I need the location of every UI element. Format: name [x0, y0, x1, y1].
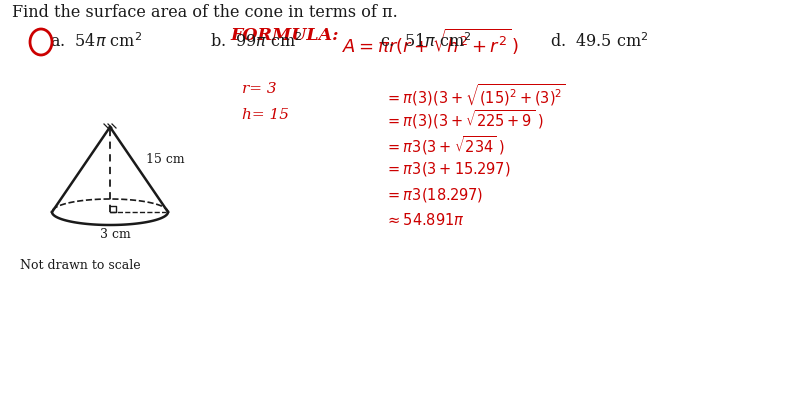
Text: h= 15: h= 15: [242, 108, 289, 122]
Text: c.  51$\pi$ cm$^2$: c. 51$\pi$ cm$^2$: [380, 33, 471, 51]
Text: $\approx 54.891\pi$: $\approx 54.891\pi$: [385, 212, 465, 228]
Text: a.  54$\pi$ cm$^2$: a. 54$\pi$ cm$^2$: [50, 33, 142, 51]
Text: $= \pi3(3+15.297)$: $= \pi3(3+15.297)$: [385, 160, 510, 178]
Text: Find the surface area of the cone in terms of π.: Find the surface area of the cone in ter…: [12, 4, 398, 21]
Text: 15 cm: 15 cm: [146, 153, 185, 166]
Text: r= 3: r= 3: [242, 82, 277, 96]
Text: $= \pi(3)(3+\sqrt{(15)^2+(3)^2}$: $= \pi(3)(3+\sqrt{(15)^2+(3)^2}$: [385, 82, 566, 108]
Text: Not drawn to scale: Not drawn to scale: [20, 259, 141, 272]
Text: 3 cm: 3 cm: [100, 228, 130, 241]
Text: d.  49.5 cm$^2$: d. 49.5 cm$^2$: [550, 33, 649, 51]
Text: FORMULA:: FORMULA:: [230, 27, 345, 44]
Text: $= \pi3(3+\sqrt{234}\;)$: $= \pi3(3+\sqrt{234}\;)$: [385, 134, 505, 157]
Text: $= \pi3(18.297)$: $= \pi3(18.297)$: [385, 186, 483, 204]
Text: $= \pi(3)(3+\sqrt{225+9}\;)$: $= \pi(3)(3+\sqrt{225+9}\;)$: [385, 108, 543, 131]
Text: b.  99$\pi$ cm$^2$: b. 99$\pi$ cm$^2$: [210, 33, 303, 51]
Text: $A=\pi r(r+\sqrt{h^2+r^2}\,)$: $A=\pi r(r+\sqrt{h^2+r^2}\,)$: [342, 27, 519, 57]
